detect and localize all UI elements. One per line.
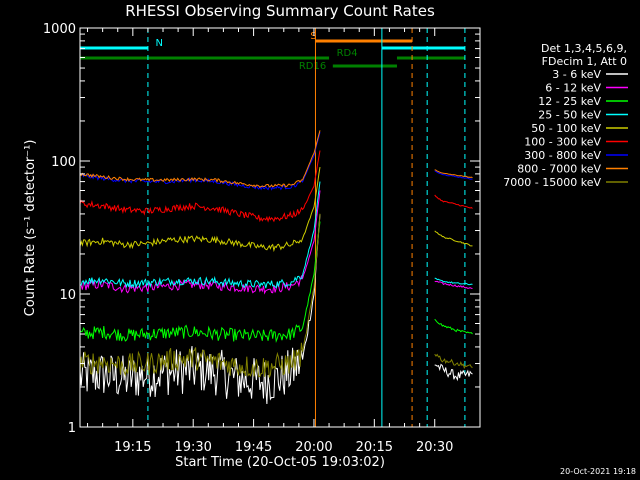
series-line [434, 363, 473, 382]
x-tick-label: 19:45 [235, 440, 272, 455]
status-bar-label: N [155, 38, 162, 49]
observing-status-bars: N S RD4 RD16 [80, 31, 465, 72]
x-tick-label: 19:15 [114, 440, 151, 455]
series-lines [80, 130, 473, 405]
y-axis-ticks: 1 10 100 1000 [43, 22, 480, 436]
y-tick-label: 1000 [43, 22, 76, 37]
status-bar-label: S [310, 31, 316, 42]
legend-label: 6 - 12 keV [545, 82, 601, 95]
y-axis-label: Count Rate (s⁻¹ detector⁻¹) [23, 140, 38, 317]
series-line [80, 213, 321, 378]
series-line [80, 221, 321, 343]
x-tick-label: 20:15 [356, 440, 393, 455]
x-tick-label: 20:00 [295, 440, 332, 455]
legend: Det 1,3,4,5,6,9,FDecim 1, Att 03 - 6 keV… [503, 42, 628, 189]
series-line [80, 130, 321, 188]
series-line [80, 131, 321, 191]
series-line [434, 318, 473, 335]
x-axis-ticks: 19:15 19:30 19:45 20:00 20:15 20:30 [87, 28, 453, 455]
y-tick-label: 10 [59, 288, 76, 303]
series-line [80, 181, 321, 289]
legend-label: 50 - 100 keV [531, 122, 601, 135]
series-line [80, 213, 321, 405]
status-bar-label: RD16 [299, 61, 326, 72]
series-line [80, 190, 321, 295]
legend-label: 25 - 50 keV [538, 109, 601, 122]
plot-frame [79, 27, 481, 428]
legend-label: 3 - 6 keV [552, 68, 601, 81]
series-line [80, 167, 321, 253]
legend-label: 100 - 300 keV [524, 136, 601, 149]
legend-label: 7000 - 15000 keV [503, 176, 601, 189]
series-line [434, 280, 473, 289]
x-tick-label: 20:30 [416, 440, 453, 455]
series-line [80, 150, 321, 223]
legend-label: 12 - 25 keV [538, 95, 601, 108]
series-line [434, 277, 473, 286]
chart-title: RHESSI Observing Summary Count Rates [125, 2, 435, 20]
x-axis-label: Start Time (20-Oct-05 19:03:02) [175, 455, 385, 470]
legend-label: 800 - 7000 keV [517, 163, 601, 176]
series-line [434, 353, 473, 369]
series-line [434, 230, 473, 247]
series-line [434, 194, 473, 209]
x-tick-label: 19:30 [174, 440, 211, 455]
legend-label: 300 - 800 keV [524, 149, 601, 162]
footer-date: 20-Oct-2021 19:18 [560, 467, 636, 476]
legend-header: FDecim 1, Att 0 [542, 55, 627, 68]
y-tick-label: 1 [68, 421, 76, 436]
legend-header: Det 1,3,4,5,6,9, [541, 42, 627, 55]
series-line [434, 169, 473, 179]
y-tick-label: 100 [51, 155, 76, 170]
status-bar-label: RD4 [337, 48, 358, 59]
series-line [434, 170, 473, 180]
